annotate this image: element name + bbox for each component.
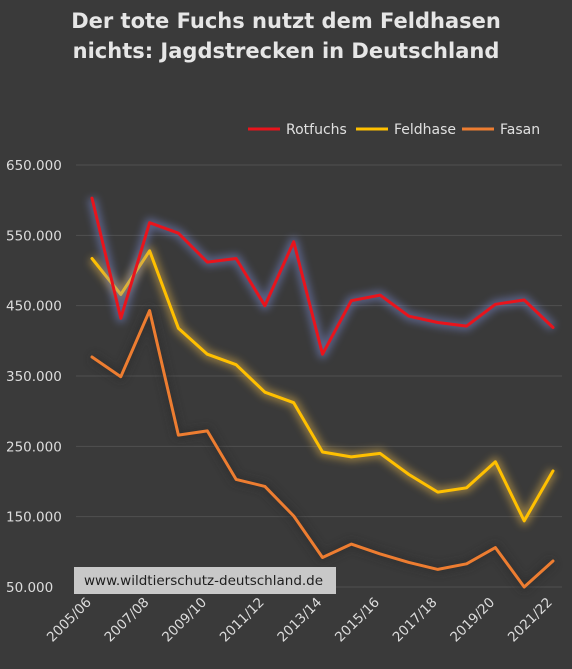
legend-label-rotfuchs: Rotfuchs [286,122,347,138]
x-tick-label: 2017/18 [390,595,441,646]
watermark-text: www.wildtierschutz-deutschland.de [84,573,323,589]
y-tick-label: 550.000 [6,228,62,244]
y-axis-ticks: 650.000 550.000 450.000 350.000 250.000 150.0… [6,158,62,596]
watermark-box [74,567,336,594]
x-tick-label: 2019/20 [447,595,498,646]
y-tick-label: 650.000 [6,158,62,174]
chart-title-line-1: Der tote Fuchs nutzt dem Feldhasen [71,9,501,33]
chart-title-line-2: nichts: Jagdstrecken in Deutschland [73,39,500,63]
x-axis-ticks: 2005/06 2007/08 2009/10 2011/12 2013/14 2015/… [44,595,556,646]
series-line-fasan [90,309,555,589]
x-tick-label: 2005/06 [44,595,95,646]
watermark: www.wildtierschutz-deutschland.de [74,567,336,594]
legend-label-fasan: Fasan [500,122,540,138]
series-line-feldhase [90,249,555,523]
y-tick-label: 250.000 [6,439,62,455]
y-tick-label: 50.000 [6,580,53,596]
series-line-rotfuchs [90,196,555,356]
series-layer [87,196,557,592]
legend: Rotfuchs Feldhase Fasan [248,122,540,138]
x-tick-label: 2007/08 [101,595,152,646]
y-tick-label: 450.000 [6,299,62,315]
x-tick-label: 2015/16 [332,595,383,646]
legend-label-feldhase: Feldhase [394,122,456,138]
x-tick-label: 2009/10 [159,595,210,646]
y-tick-label: 150.000 [6,510,62,526]
series-glow-feldhase [88,246,557,526]
y-tick-label: 350.000 [6,369,62,385]
x-tick-label: 2021/22 [505,595,556,646]
x-tick-label: 2011/12 [217,595,268,646]
x-tick-label: 2013/14 [274,595,325,646]
